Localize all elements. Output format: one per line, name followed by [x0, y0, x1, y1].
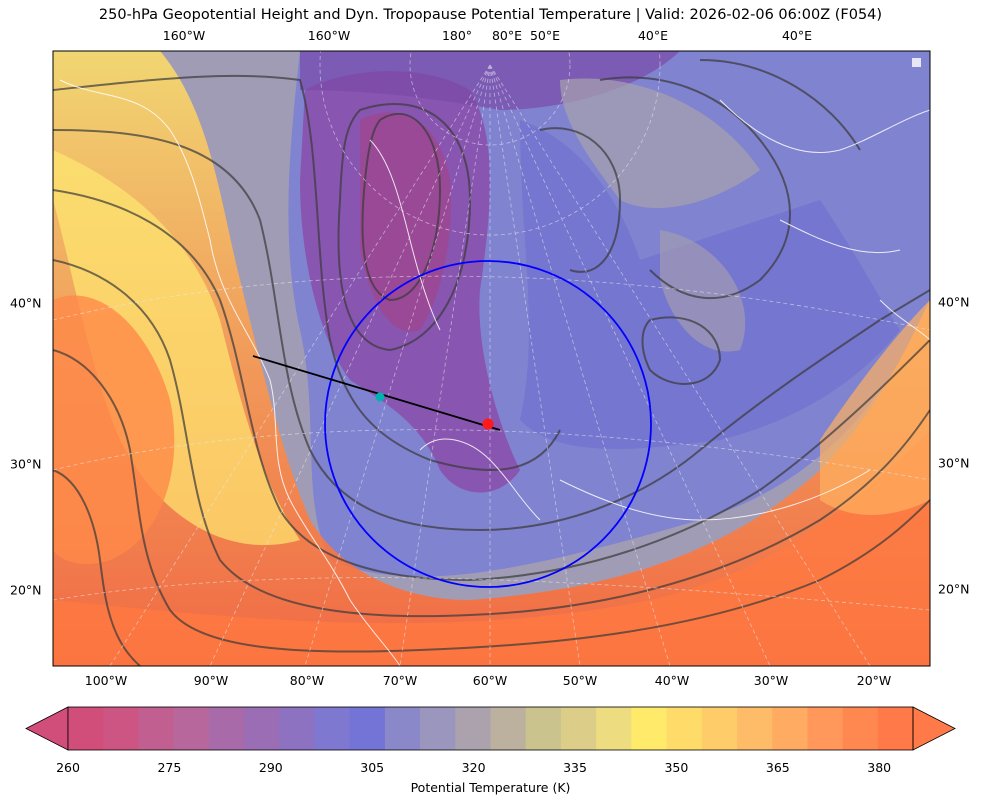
colorbar-swatch: [736, 707, 773, 750]
colorbar-swatch: [279, 707, 315, 750]
top-lon-label: 40°E: [637, 28, 669, 43]
height-contours: [53, 59, 930, 666]
colorbar-swatch: [525, 707, 562, 750]
colorbar-swatch: [420, 707, 456, 750]
center-point-marker: [482, 418, 494, 430]
top-lon-label: 50°E: [529, 28, 561, 43]
colorbar-swatch: [455, 707, 491, 750]
bottom-lon-label: 40°W: [654, 673, 690, 688]
bottom-lon-label: 50°W: [562, 673, 598, 688]
colorbar-swatch: [173, 707, 210, 750]
bottom-lon-label: 20°W: [856, 673, 892, 688]
colorbar-extend-min: [25, 706, 69, 751]
colorbar-tick-label: 320: [461, 760, 486, 775]
track-line: [252, 355, 501, 431]
range-ring: [324, 260, 652, 588]
colorbar-swatch: [596, 707, 632, 750]
track-endpoint-marker: [375, 392, 385, 402]
colorbar-swatch: [490, 707, 527, 750]
colorbar-swatch: [666, 707, 703, 750]
colorbar-label: Potential Temperature (K): [410, 780, 571, 795]
bottom-lon-label: 70°W: [382, 673, 418, 688]
colorbar-swatch: [349, 707, 386, 750]
map-title: 250-hPa Geopotential Height and Dyn. Tro…: [98, 7, 883, 23]
colorbar-tick-label: 260: [56, 760, 80, 775]
colorbar-swatch: [208, 707, 245, 750]
colorbar-tick-label: 335: [563, 760, 587, 775]
top-lon-label: 80°E: [491, 28, 523, 43]
colorbar-tick-label: 290: [258, 760, 283, 775]
colorbar-swatch: [631, 707, 668, 750]
colorbar-swatch: [244, 707, 280, 750]
bottom-lon-label: 60°W: [472, 673, 508, 688]
colorbar-swatch: [384, 707, 421, 750]
colorbar-tick-label: 305: [360, 760, 385, 775]
colorbar-frame: [67, 706, 914, 751]
colorbar-swatch: [807, 707, 844, 750]
bottom-lon-label: 100°W: [84, 673, 128, 688]
colorbar-tick-label: 365: [765, 760, 790, 775]
top-lon-label: 40°E: [781, 28, 813, 43]
colorbar-swatch: [314, 707, 351, 750]
colorbar-tick-label: 275: [157, 760, 182, 775]
colorbar-extend-max: [912, 706, 956, 751]
colorbar-swatch: [701, 707, 738, 750]
colorbar-swatch: [772, 707, 808, 750]
colorbar-tick-label: 380: [867, 760, 892, 775]
right-lat-label: 20°N: [938, 581, 970, 597]
coastlines: [59, 79, 930, 666]
colorbar-swatch: [103, 707, 139, 750]
left-lat-label: 40°N: [10, 295, 42, 311]
left-lat-label: 30°N: [10, 456, 42, 472]
right-lat-label: 40°N: [938, 294, 970, 310]
top-lon-label: 160°W: [162, 28, 206, 43]
colorbar-swatch: [560, 707, 597, 750]
left-lat-label: 20°N: [10, 582, 42, 598]
colorbar-tick-label: 350: [664, 760, 689, 775]
top-lon-label: 180°: [441, 28, 473, 43]
map-frame: [52, 50, 931, 667]
colorbar: [25, 706, 956, 751]
bottom-lon-label: 90°W: [193, 673, 229, 688]
graticule: [53, 51, 930, 666]
bottom-lon-label: 80°W: [289, 673, 325, 688]
top-lon-label: 160°W: [307, 28, 351, 43]
colorbar-swatch: [138, 707, 175, 750]
colorbar-swatch: [68, 707, 104, 750]
colorbar-swatch: [842, 707, 879, 750]
map-field: [53, 51, 930, 666]
corner-square: [912, 58, 921, 67]
colorbar-swatch: [877, 707, 914, 750]
right-lat-label: 30°N: [938, 455, 970, 471]
bottom-lon-label: 30°W: [753, 673, 789, 688]
